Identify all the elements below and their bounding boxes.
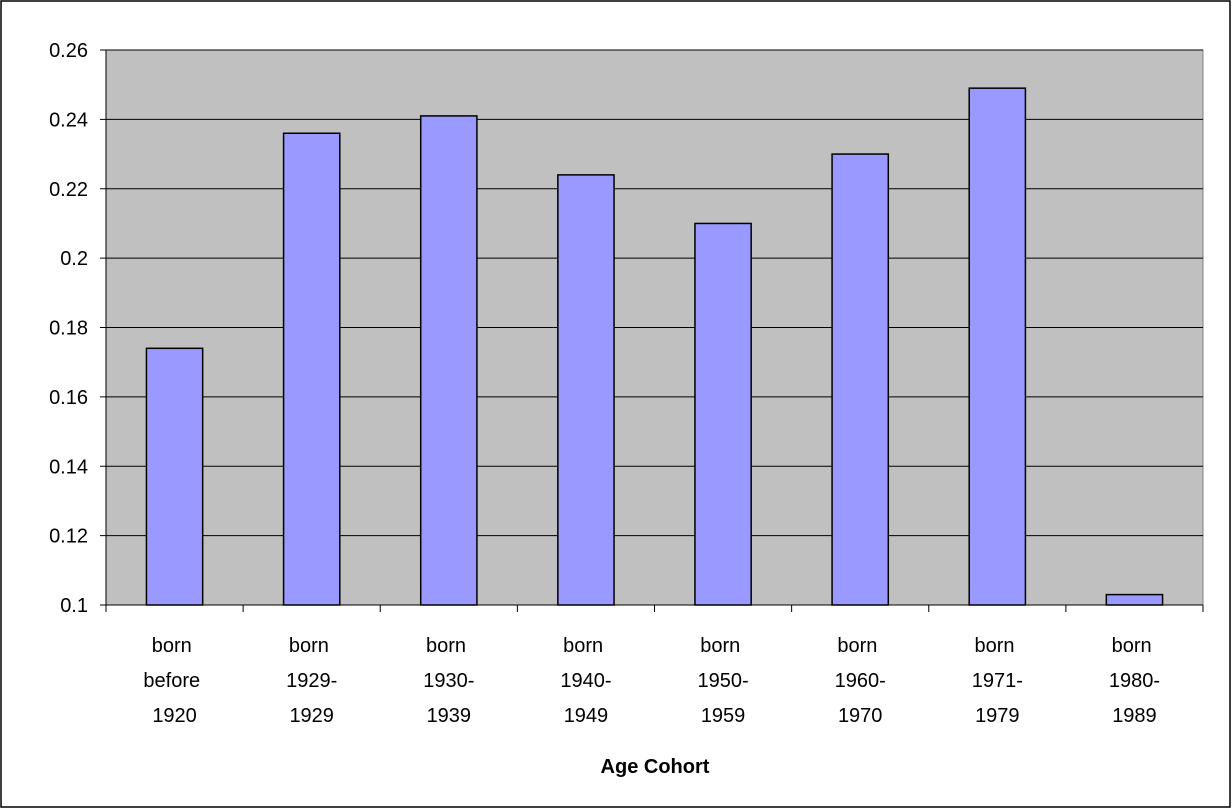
y-tick-label: 0.12 [49,526,88,548]
bar [831,153,890,606]
y-tick-label: 0.1 [60,595,88,617]
bar [1105,593,1164,606]
bar [694,222,752,606]
y-tick-label: 0.26 [49,40,88,62]
y-tick-label: 0.14 [49,456,88,478]
bar [557,174,615,606]
y-tick-label: 0.22 [49,179,88,201]
bar [419,115,478,606]
x-tick-label: born 1980-1989 [1109,635,1160,727]
bar [145,347,204,606]
x-tick-label: born before 1920 [143,635,205,727]
x-axis-title: Age Cohort [601,756,710,778]
y-tick-label: 0.2 [60,248,88,270]
x-tick-label: born 1960-1970 [835,635,886,727]
y-tick-label: 0.24 [49,109,88,131]
x-tick-label: born 1940-1949 [560,635,611,727]
x-tick-label: born 1930-1939 [423,635,474,727]
y-tick-label: 0.16 [49,387,88,409]
x-tick-label: born 1971-1979 [972,635,1023,727]
y-tick-label: 0.18 [49,318,88,340]
bar [968,87,1027,606]
x-tick-label: born 1929-1929 [286,635,337,727]
x-tick-label: born 1950-1959 [697,635,748,727]
bar [282,132,341,606]
